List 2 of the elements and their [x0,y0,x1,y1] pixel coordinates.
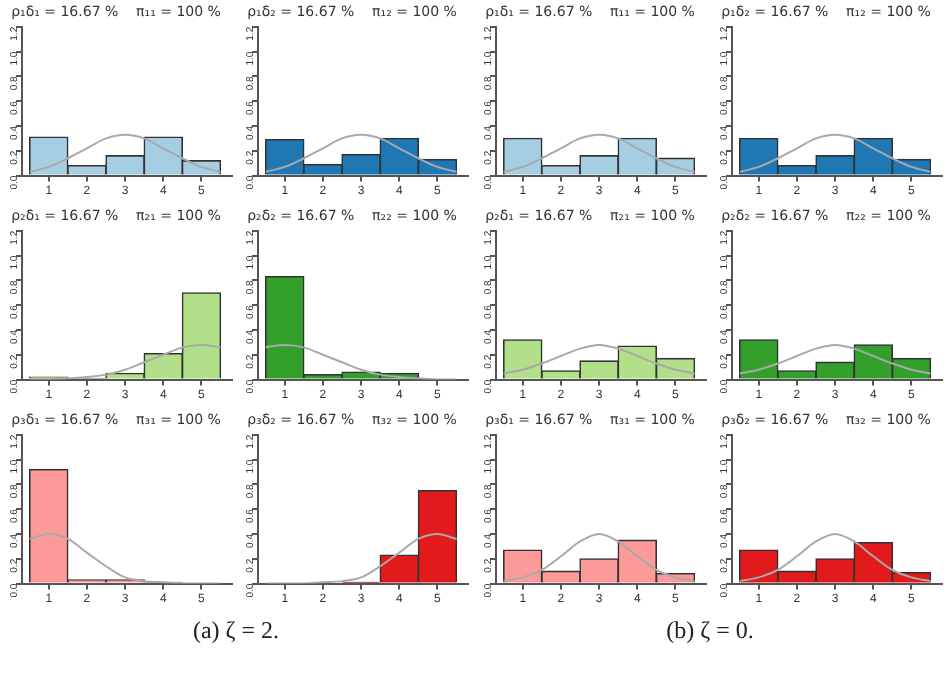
text: (b) ζ = 0. [664,616,756,646]
text: (a) ζ = 2. [190,616,282,646]
